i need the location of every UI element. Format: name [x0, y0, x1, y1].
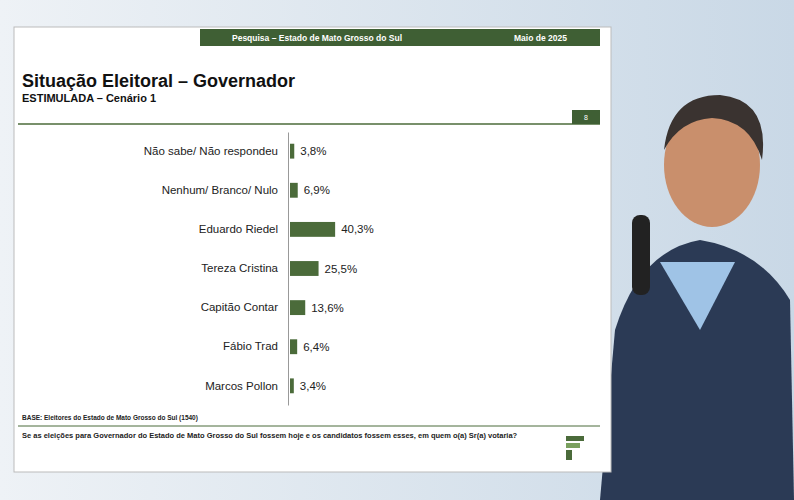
bar — [290, 300, 305, 315]
logo — [566, 436, 584, 460]
page-box — [572, 110, 600, 124]
data-label: 6,9% — [304, 184, 330, 196]
bar — [290, 222, 335, 237]
footer-rule — [18, 426, 600, 427]
data-label: 13,6% — [311, 302, 344, 314]
logo-part — [566, 443, 580, 448]
data-label: 3,8% — [300, 145, 326, 157]
data-label: 6,4% — [303, 341, 329, 353]
tick: Capitão Contar — [201, 301, 288, 313]
logo-part — [566, 450, 572, 460]
subtitle: ESTIMULADA – Cenário 1 — [22, 92, 156, 104]
question: Se as eleições para Governador do Estado… — [22, 430, 542, 441]
tick-label: Tereza Cristina — [201, 262, 278, 274]
canvas: Pesquisa – Estado de Mato Grosso do Sul M… — [0, 0, 794, 500]
photo — [600, 95, 794, 500]
y-axis: Não sabe/ Não respondeu Nenhum/ Branco/ N… — [144, 133, 289, 406]
tick-label: Marcos Pollon — [205, 380, 278, 392]
header-date: Maio de 2025 — [514, 33, 567, 43]
tick-label: Fábio Trad — [223, 340, 278, 352]
tick: Eduardo Riedel — [199, 223, 288, 235]
data-labels: 3,8% 6,9% 40,3% 25,5% 13,6% 6,4% 3,4% — [300, 145, 374, 392]
photo-body — [600, 240, 794, 500]
tick: Fábio Trad — [223, 340, 288, 352]
header-bar — [200, 29, 600, 46]
tick-label: Não sabe/ Não respondeu — [144, 145, 278, 157]
page-number: 8 — [584, 114, 588, 121]
tick: Não sabe/ Não respondeu — [144, 145, 288, 157]
tick: Nenhum/ Branco/ Nulo — [162, 184, 288, 196]
tick-label: Capitão Contar — [201, 301, 279, 313]
question-box: Se as eleições para Governador do Estado… — [22, 430, 542, 460]
tick-label: Nenhum/ Branco/ Nulo — [162, 184, 278, 196]
tick-label: Eduardo Riedel — [199, 223, 278, 235]
photo-shirt — [660, 262, 735, 330]
title-rule — [18, 123, 600, 125]
logo-part — [566, 436, 584, 441]
bar — [290, 261, 319, 276]
axis-line — [288, 133, 289, 406]
bar — [290, 183, 298, 198]
bar — [290, 144, 294, 159]
bar — [290, 339, 297, 354]
data-label: 40,3% — [341, 223, 374, 235]
tick: Tereza Cristina — [201, 262, 288, 274]
base-note: BASE: Eleitores do Estado de Mato Grosso… — [22, 414, 198, 422]
data-label: 25,5% — [325, 263, 358, 275]
photo-microphone — [632, 215, 650, 295]
data-label: 3,4% — [300, 380, 326, 392]
header-text: Pesquisa – Estado de Mato Grosso do Sul — [232, 33, 402, 43]
bar — [290, 378, 294, 393]
card — [14, 27, 611, 472]
photo-hair — [664, 95, 763, 160]
background — [0, 0, 794, 500]
tick: Marcos Pollon — [205, 380, 288, 392]
title: Situação Eleitoral – Governador — [22, 71, 295, 91]
